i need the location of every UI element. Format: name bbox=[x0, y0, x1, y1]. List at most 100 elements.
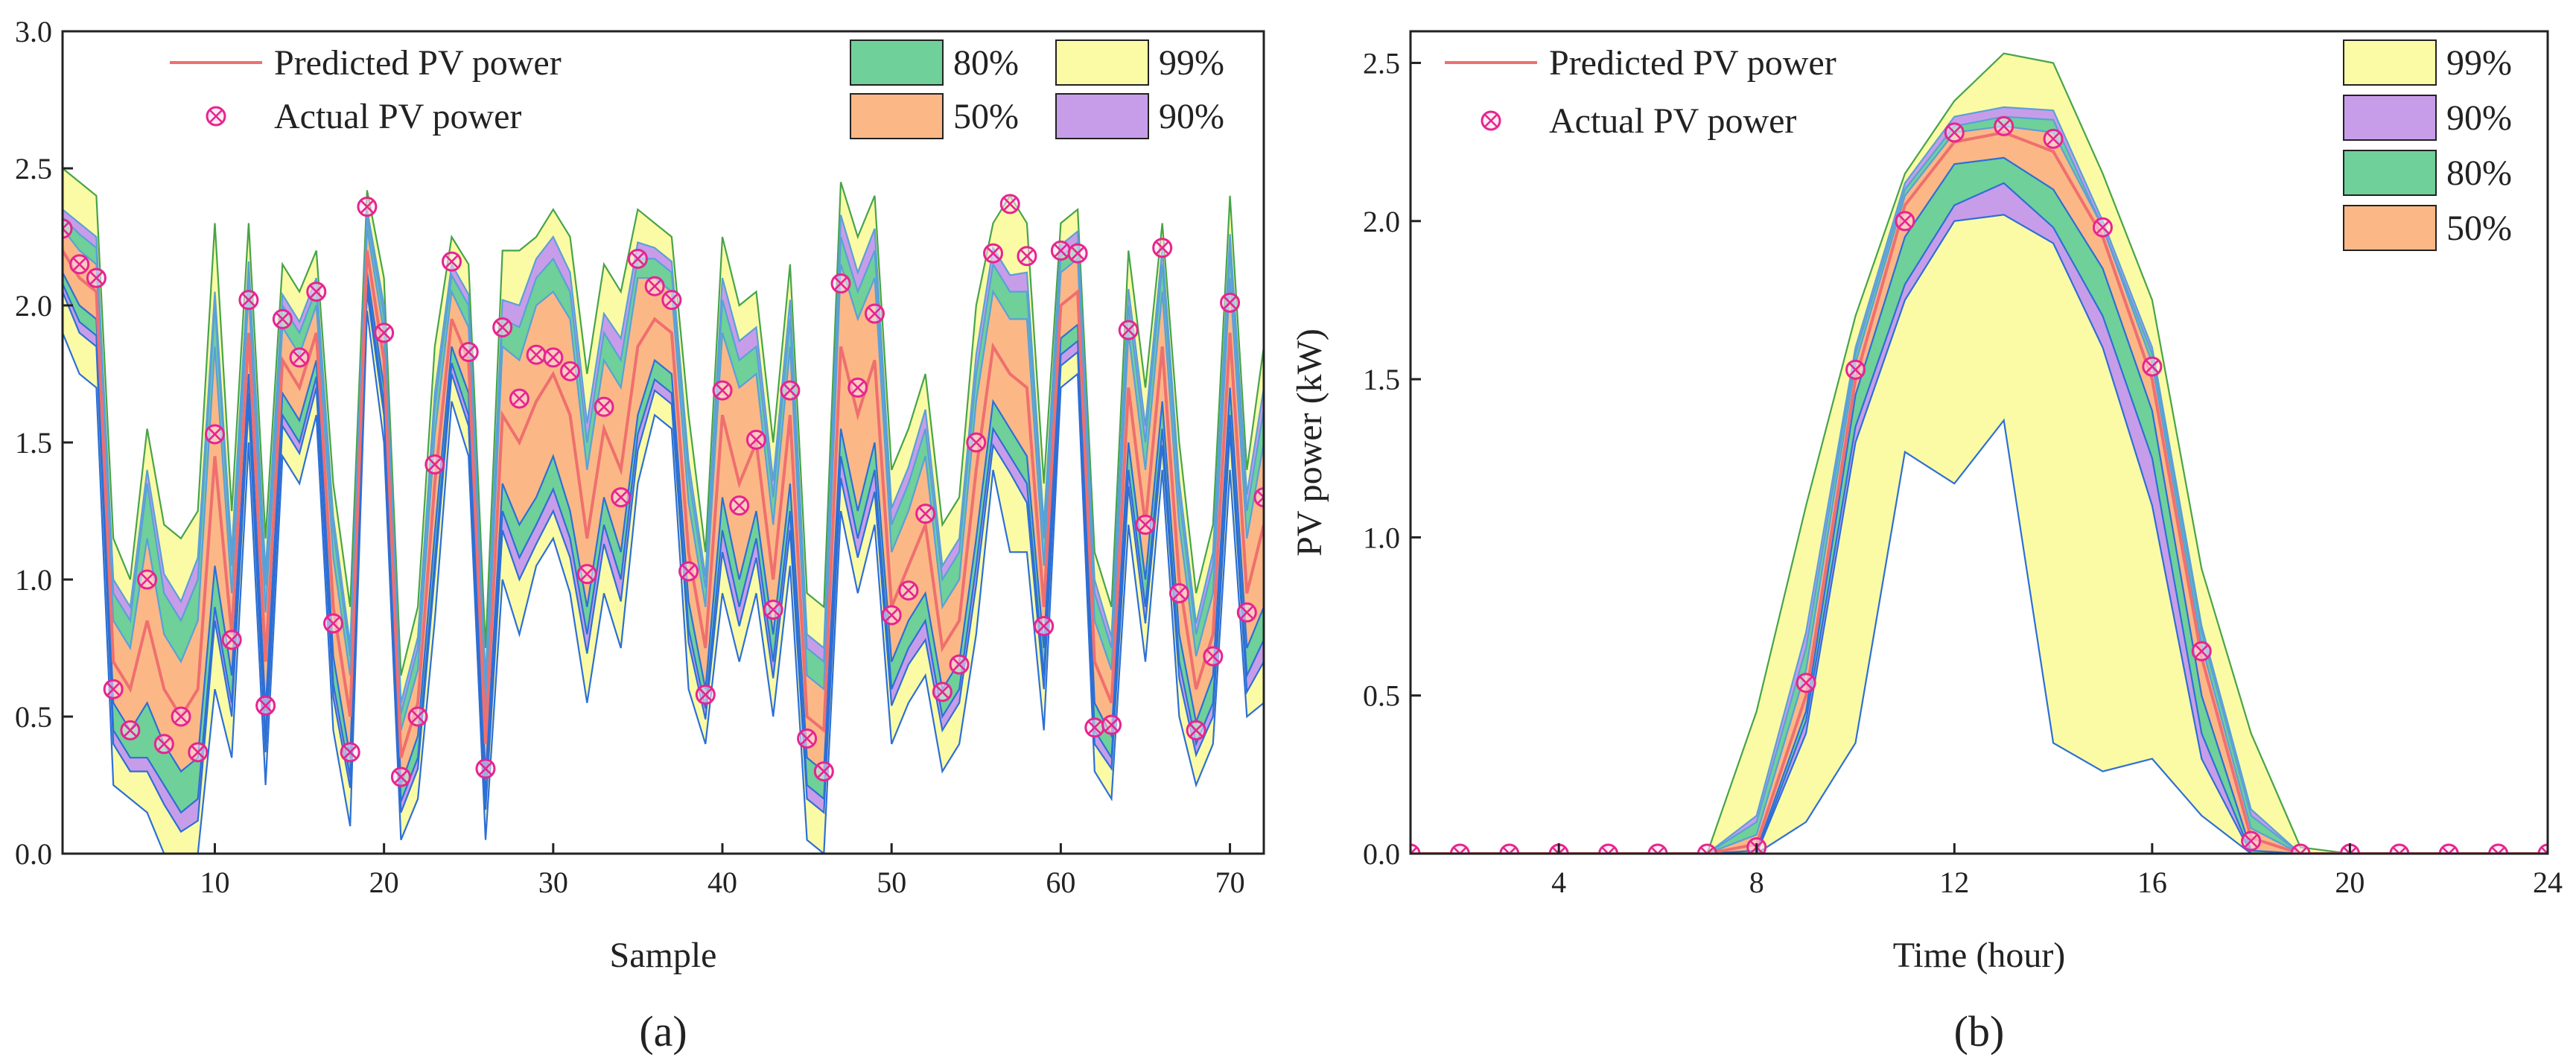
actual-point-cross bbox=[2047, 132, 2061, 146]
actual-point-cross bbox=[326, 616, 340, 630]
actual-point-cross bbox=[597, 400, 611, 414]
x-tick-label: 30 bbox=[538, 866, 568, 899]
actual-point-circle bbox=[2438, 843, 2459, 854]
actual-point bbox=[576, 564, 597, 585]
band-50-lower-edge bbox=[1411, 156, 2548, 854]
actual-point bbox=[763, 599, 783, 620]
actual-point-cross bbox=[834, 276, 847, 291]
actual-point bbox=[1994, 115, 2014, 136]
y-tick-label: 1.5 bbox=[15, 426, 52, 460]
actual-point bbox=[1944, 122, 1965, 143]
actual-point-cross bbox=[716, 384, 729, 397]
x-axis-title: Sample bbox=[610, 936, 717, 975]
actual-point-cross bbox=[580, 567, 594, 581]
actual-point bbox=[2290, 843, 2311, 854]
actual-point bbox=[255, 695, 276, 716]
actual-point-cross bbox=[427, 457, 442, 472]
actual-point-cross bbox=[377, 326, 391, 340]
actual-point-cross bbox=[2299, 847, 2307, 854]
actual-point bbox=[1449, 843, 1470, 854]
legend-actual-swatch-cross bbox=[209, 109, 223, 123]
actual-point bbox=[695, 685, 716, 705]
actual-point-cross bbox=[1848, 363, 1863, 377]
actual-point-cross bbox=[1898, 214, 1912, 228]
actual-point bbox=[915, 504, 936, 524]
actual-point-cross bbox=[1552, 847, 1561, 854]
band-80-lower-edge bbox=[63, 283, 1264, 814]
actual-point-cross bbox=[2244, 834, 2258, 848]
legend: Predicted PV power Actual PV power 99% 90% 8… bbox=[1445, 39, 2512, 251]
actual-point-circle bbox=[1449, 843, 1470, 854]
actual-point-cross bbox=[495, 320, 509, 334]
actual-point bbox=[644, 276, 665, 296]
legend-actual-swatch-cross bbox=[1484, 114, 1498, 127]
actual-point bbox=[289, 347, 310, 368]
legend-band-80-label: 80% bbox=[2446, 153, 2512, 193]
actual-point bbox=[678, 561, 699, 582]
band-99-lower-edge bbox=[1411, 418, 2548, 854]
x-tick-label: 16 bbox=[2137, 866, 2167, 899]
actual-point bbox=[543, 347, 564, 368]
actual-point bbox=[272, 308, 293, 329]
band-90-upper-edge bbox=[1411, 106, 2548, 854]
actual-point bbox=[69, 254, 90, 275]
actual-point-cross bbox=[512, 392, 527, 406]
actual-point-cross bbox=[2348, 847, 2357, 854]
y-tick-label: 2.5 bbox=[1363, 46, 1400, 80]
legend-actual-label: Actual PV power bbox=[1549, 101, 1796, 141]
predicted-line bbox=[1411, 130, 2548, 854]
actual-point-cross bbox=[800, 731, 814, 746]
x-tick-label: 8 bbox=[1749, 866, 1764, 899]
legend: Predicted PV power Actual PV power 80% 99% 5… bbox=[170, 39, 1224, 139]
actual-point-cross bbox=[563, 364, 577, 378]
actual-point bbox=[1152, 238, 1173, 258]
actual-point bbox=[1499, 843, 1520, 854]
actual-point bbox=[1696, 843, 1717, 854]
plot-frame bbox=[1409, 30, 2549, 855]
actual-point-cross bbox=[89, 271, 104, 285]
actual-point-cross bbox=[1240, 606, 1254, 620]
actual-point bbox=[1084, 717, 1105, 738]
band-80-upper-edge bbox=[1411, 115, 2548, 854]
actual-point bbox=[745, 429, 766, 450]
actual-point bbox=[2488, 843, 2509, 854]
actual-point bbox=[847, 377, 868, 398]
x-tick-label: 10 bbox=[200, 866, 229, 899]
actual-point bbox=[103, 679, 124, 699]
actual-point-circle bbox=[2290, 843, 2311, 854]
actual-point bbox=[2537, 843, 2548, 854]
actual-point bbox=[424, 454, 445, 474]
actual-point-cross bbox=[648, 279, 662, 293]
band-50-lower-edge bbox=[63, 272, 1264, 786]
actual-point bbox=[864, 303, 885, 324]
actual-point bbox=[2043, 128, 2064, 149]
actual-point-cross bbox=[309, 285, 323, 299]
actual-point-cross bbox=[529, 348, 544, 362]
actual-point-cross bbox=[817, 764, 831, 778]
actual-point-cross bbox=[969, 436, 983, 449]
actual-point bbox=[1253, 487, 1264, 508]
actual-point bbox=[1135, 514, 1156, 535]
band-99-lower-edge bbox=[63, 311, 1264, 854]
actual-point-cross bbox=[681, 565, 696, 578]
actual-point-circle bbox=[1696, 843, 1717, 854]
actual-point-cross bbox=[2195, 644, 2209, 658]
y-tick-label: 2.0 bbox=[1363, 205, 1400, 238]
plot-area bbox=[63, 168, 1264, 854]
actual-point-circle bbox=[63, 218, 73, 239]
actual-point-cross bbox=[479, 762, 492, 775]
y-tick-label: 0.5 bbox=[15, 700, 52, 734]
actual-point bbox=[1895, 211, 1915, 232]
actual-point bbox=[458, 342, 479, 363]
actual-point-circle bbox=[1598, 843, 1619, 854]
actual-point-cross bbox=[1705, 847, 1714, 854]
actual-point-cross bbox=[123, 723, 137, 737]
actual-point-cross bbox=[63, 227, 69, 235]
actual-point-cross bbox=[699, 688, 713, 702]
actual-point-cross bbox=[2496, 847, 2505, 854]
y-tick-label: 0.0 bbox=[1363, 837, 1400, 871]
x-tick-label: 50 bbox=[877, 866, 906, 899]
actual-point bbox=[1203, 646, 1224, 667]
actual-point-cross bbox=[2096, 220, 2110, 235]
actual-point-circle bbox=[2389, 843, 2410, 854]
